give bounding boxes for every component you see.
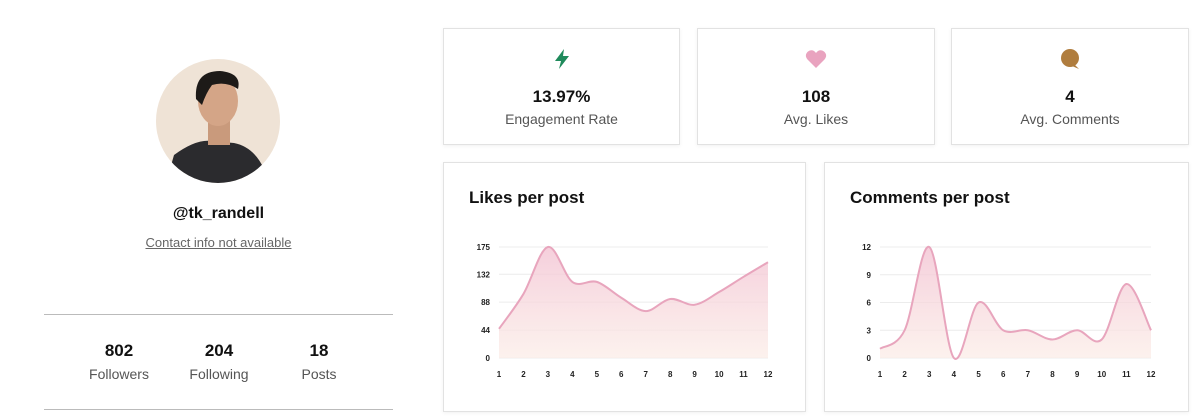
x-tick-label: 10	[715, 370, 724, 379]
metric-label: Avg. Comments	[1020, 111, 1120, 127]
x-tick-label: 5	[595, 370, 600, 379]
y-tick-label: 0	[867, 354, 872, 363]
metric-card: 108 Avg. Likes	[697, 28, 935, 145]
x-tick-label: 6	[619, 370, 624, 379]
x-tick-label: 8	[668, 370, 673, 379]
x-tick-label: 1	[497, 370, 502, 379]
stat-label: Followers	[89, 366, 149, 382]
x-tick-label: 5	[976, 370, 981, 379]
x-tick-label: 6	[1001, 370, 1006, 379]
x-tick-label: 9	[1075, 370, 1080, 379]
metric-label: Engagement Rate	[505, 111, 618, 127]
divider	[44, 409, 393, 410]
x-tick-label: 7	[644, 370, 649, 379]
x-tick-label: 7	[1026, 370, 1031, 379]
x-tick-label: 12	[1147, 370, 1156, 379]
line	[498, 246, 769, 330]
handle: @tk_randell	[172, 205, 265, 222]
contact-link[interactable]: Contact info not available	[145, 235, 292, 250]
x-tick-label: 2	[902, 370, 907, 379]
divider	[44, 314, 393, 315]
chart-title: Likes per post	[469, 188, 585, 207]
stat: 18 Posts	[269, 341, 369, 382]
comment-icon	[1061, 49, 1079, 69]
y-tick-label: 6	[867, 299, 872, 308]
chart-card: Likes per post 0 44 88 132 175 1 2 3 4 5 6 7 8 9 10 11 1…	[443, 162, 806, 412]
y-tick-label: 175	[477, 243, 491, 252]
y-tick-label: 9	[867, 271, 872, 280]
chart-card: Comments per post 0 3 6 9 12 1 2 3 4 5 6 7 8 9 10 11 12	[824, 162, 1189, 412]
x-tick-label: 11	[739, 370, 748, 379]
y-tick-label: 0	[486, 354, 491, 363]
metric-value: 13.97%	[532, 87, 591, 106]
line	[879, 245, 1152, 360]
bolt-icon	[554, 49, 569, 69]
chart-title: Comments per post	[850, 188, 1010, 207]
y-tick-label: 12	[862, 243, 871, 252]
metric-label: Avg. Likes	[783, 111, 849, 127]
metric-value: 108	[801, 87, 831, 106]
x-tick-label: 3	[927, 370, 932, 379]
x-tick-label: 10	[1097, 370, 1106, 379]
y-tick-label: 88	[481, 298, 490, 307]
y-tick-label: 44	[481, 326, 490, 335]
y-tick-label: 132	[477, 270, 491, 279]
x-tick-label: 8	[1050, 370, 1055, 379]
x-tick-label: 3	[546, 370, 551, 379]
heart-icon	[805, 50, 827, 68]
metric-card: 4 Avg. Comments	[951, 28, 1189, 145]
metric-value: 4	[1065, 87, 1075, 106]
x-tick-label: 11	[1122, 370, 1131, 379]
x-tick-label: 12	[764, 370, 773, 379]
y-tick-label: 3	[867, 326, 872, 335]
stat-value: 18	[309, 341, 329, 360]
x-tick-label: 1	[878, 370, 883, 379]
x-tick-label: 9	[692, 370, 697, 379]
x-tick-label: 2	[521, 370, 526, 379]
stat-value: 802	[104, 341, 134, 360]
area	[880, 246, 1151, 359]
stat: 204 Following	[169, 341, 269, 382]
stat: 802 Followers	[69, 341, 169, 382]
metric-card: 13.97% Engagement Rate	[443, 28, 680, 145]
x-tick-label: 4	[952, 370, 957, 379]
x-tick-label: 4	[570, 370, 575, 379]
stat-label: Following	[189, 366, 249, 382]
stat-value: 204	[204, 341, 234, 360]
stat-label: Posts	[301, 366, 337, 382]
avatar	[156, 59, 280, 183]
